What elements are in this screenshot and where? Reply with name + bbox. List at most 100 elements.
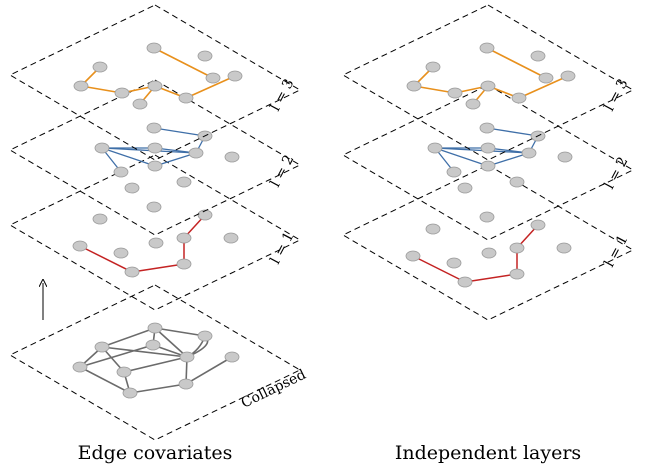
left-layer-2-plane [8, 79, 302, 236]
left-layer-2-node [188, 147, 204, 159]
left-layer-2-node [147, 160, 163, 172]
collapsed-node [178, 378, 194, 390]
right-layer-2-node [480, 160, 496, 172]
right-layer-2-node [479, 122, 495, 134]
collapsed-edge [79, 366, 131, 394]
collapsed-edge [101, 327, 156, 348]
left-layer-1-node [176, 258, 192, 270]
left-layer-1-edge [131, 263, 185, 273]
right-layer-3-nodes [406, 42, 576, 110]
right-layer-2-node [446, 166, 462, 178]
left-layer-2-nodes [94, 122, 240, 194]
collapsed-node [197, 330, 213, 342]
left-layer-1-node [92, 213, 108, 225]
right-layer-1-node [530, 219, 546, 231]
right-layer-1-node [556, 242, 572, 254]
left-layer-1-node [113, 247, 129, 259]
right-layer-3-node [447, 87, 463, 99]
right-layer-3-node [560, 70, 576, 82]
left-layer-3-node [146, 42, 162, 54]
collapsed-node [122, 387, 138, 399]
right-layer-3-node [406, 80, 422, 92]
left-layer-3-label: l = 3 [267, 76, 297, 114]
collapsed-edge [154, 327, 188, 358]
left-layer-2-node [94, 142, 110, 154]
left-layer-3-node [147, 80, 163, 92]
collapsed-node [116, 366, 132, 378]
right-layer-3-node [425, 61, 441, 73]
left-layer-2-edge [154, 152, 197, 167]
right-layer-2-plane [341, 84, 635, 241]
left-layer-2-node [176, 176, 192, 188]
collapsed-node [179, 351, 195, 363]
right-caption: Independent layers [395, 442, 581, 464]
right-layer-3-plane [341, 4, 635, 161]
right-layer-2-edge [486, 127, 539, 137]
left-layer-1-node [146, 201, 162, 213]
left-layer-3-nodes [73, 42, 243, 110]
left-layer-1-node [148, 237, 164, 249]
collapsed-node [147, 322, 163, 334]
left-layer-1-node [223, 232, 239, 244]
collapsed-nodes [72, 322, 240, 399]
right-layer-1-node [479, 211, 495, 223]
left-layer-1-node [176, 232, 192, 244]
right-layer-3: l = 3 [341, 4, 635, 161]
left-layer-1-plane [8, 154, 302, 311]
right-layer-1-node [509, 242, 525, 254]
right-layer-2-node [480, 142, 496, 154]
left-layer-2-edge [153, 127, 206, 137]
left-layer-3: l = 3 [8, 4, 302, 161]
left-layer-2-node [146, 122, 162, 134]
left-layer-1-node [124, 266, 140, 278]
left-layer-3-edge [153, 47, 214, 79]
right-layer-3-node [480, 80, 496, 92]
collapsed-node [72, 361, 88, 373]
right-layer-3-edge [486, 47, 547, 79]
left-stack: Collapsed l = 1 l = 2 l = 3 Edge covaria… [8, 4, 309, 464]
collapsed-edge [185, 356, 233, 385]
left-layer-2-edge [101, 147, 156, 167]
right-layer-1-node [425, 223, 441, 235]
right-layer-1-node [405, 250, 421, 262]
right-layer-2-node [521, 147, 537, 159]
left-layer-3-node [197, 50, 213, 62]
right-layer-2-edge [487, 152, 530, 167]
left-layer-3-node [73, 80, 89, 92]
collapsed-edge [154, 327, 206, 337]
collapsed-edge [101, 346, 188, 358]
right-layer-3-node [530, 50, 546, 62]
right-layer-1-node [457, 276, 473, 288]
left-layer-3-node [205, 72, 221, 84]
collapsed-edge [79, 344, 154, 368]
right-layer-1-node [446, 257, 462, 269]
left-layer-1-label: l = 1 [267, 229, 297, 267]
right-layer-1-label: l = 1 [601, 232, 631, 270]
right-layer-1-node [509, 268, 525, 280]
right-layer-3-label: l = 3 [601, 76, 631, 114]
left-layer-3-node [132, 98, 148, 110]
right-layer-2-node [427, 142, 443, 154]
left-layer-2-node [113, 166, 129, 178]
collapsed-node [224, 351, 240, 363]
left-layer-1-node [197, 209, 213, 221]
collapsed-plane [8, 284, 302, 441]
left-layer-1-edge [79, 245, 133, 273]
left-layer-1: l = 1 [8, 154, 302, 311]
left-layer-1-node [72, 240, 88, 252]
right-layer-3-edge [518, 75, 569, 99]
left-layer-2-node [147, 142, 163, 154]
right-stack: l = 1 l = 2 l = 3 Independent layers [341, 4, 635, 464]
right-layer-2-nodes [427, 122, 573, 194]
right-layer-3-node [511, 92, 527, 104]
right-layer-2-edge [434, 147, 489, 167]
right-layer-2-node [557, 151, 573, 163]
left-layer-3-node [92, 61, 108, 73]
right-layer-2-node [457, 182, 473, 194]
right-layer-1-edge [464, 273, 518, 283]
collapsed-label: Collapsed [239, 367, 309, 412]
right-layer-1-plane [341, 164, 635, 321]
right-layer-1-node [481, 247, 497, 259]
collapsed-node [145, 339, 161, 351]
